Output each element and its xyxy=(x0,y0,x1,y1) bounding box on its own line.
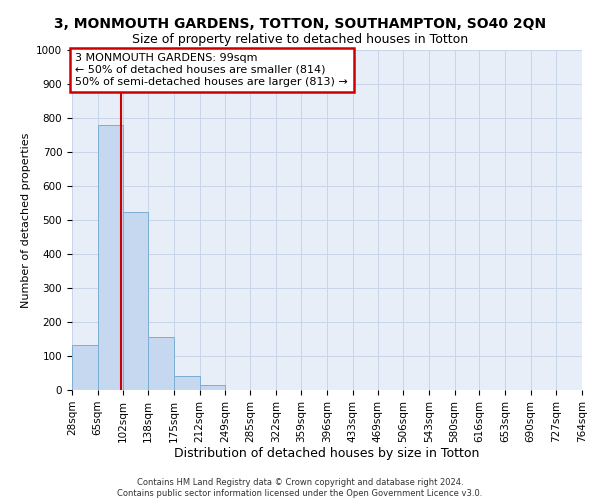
Bar xyxy=(123,212,148,390)
Y-axis label: Number of detached properties: Number of detached properties xyxy=(20,132,31,308)
Bar xyxy=(98,126,123,390)
Bar xyxy=(199,385,225,390)
Text: 3, MONMOUTH GARDENS, TOTTON, SOUTHAMPTON, SO40 2QN: 3, MONMOUTH GARDENS, TOTTON, SOUTHAMPTON… xyxy=(54,18,546,32)
Text: Size of property relative to detached houses in Totton: Size of property relative to detached ho… xyxy=(132,32,468,46)
Bar xyxy=(148,336,174,390)
Text: Contains HM Land Registry data © Crown copyright and database right 2024.
Contai: Contains HM Land Registry data © Crown c… xyxy=(118,478,482,498)
Text: 3 MONMOUTH GARDENS: 99sqm
← 50% of detached houses are smaller (814)
50% of semi: 3 MONMOUTH GARDENS: 99sqm ← 50% of detac… xyxy=(76,54,348,86)
X-axis label: Distribution of detached houses by size in Totton: Distribution of detached houses by size … xyxy=(175,448,479,460)
Bar xyxy=(174,376,199,390)
Bar xyxy=(72,345,98,390)
